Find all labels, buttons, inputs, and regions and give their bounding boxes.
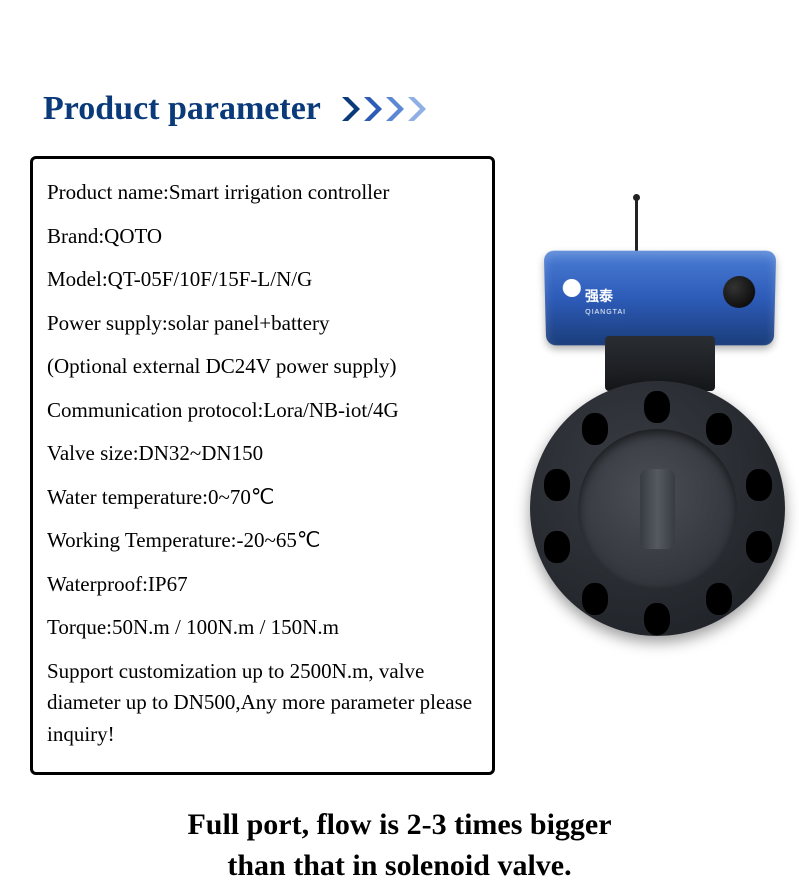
bolt-hole xyxy=(746,531,772,563)
param-power-optional: (Optional external DC24V power supply) xyxy=(47,351,478,383)
param-communication: Communication protocol:Lora/NB-iot/4G xyxy=(47,395,478,427)
chevron-icon xyxy=(361,95,383,123)
bolt-hole xyxy=(582,583,608,615)
header: Product parameter xyxy=(0,0,799,148)
bolt-hole xyxy=(706,413,732,445)
footer: Full port, flow is 2-3 times bigger than… xyxy=(0,775,799,886)
chevron-icon xyxy=(405,95,427,123)
bolt-hole xyxy=(544,469,570,501)
bolt-hole xyxy=(746,469,772,501)
brand-logo-icon xyxy=(563,279,581,297)
product-image: 强泰 QIANGTAI xyxy=(515,196,785,666)
actuator-body: 强泰 QIANGTAI xyxy=(544,251,776,346)
param-power-supply: Power supply:solar panel+battery xyxy=(47,308,478,340)
content-area: Product name:Smart irrigation controller… xyxy=(0,148,799,775)
param-customization: Support customization up to 2500N.m, val… xyxy=(47,656,478,751)
parameter-box: Product name:Smart irrigation controller… xyxy=(30,156,495,775)
bolt-hole xyxy=(544,531,570,563)
chevron-decoration xyxy=(339,95,427,123)
param-working-temp: Working Temperature:-20~65℃ xyxy=(47,525,478,557)
page-title: Product parameter xyxy=(43,90,321,128)
param-product-name: Product name:Smart irrigation controller xyxy=(47,177,478,209)
param-waterproof: Waterproof:IP67 xyxy=(47,569,478,601)
valve-disc xyxy=(640,469,675,549)
param-model: Model:QT-05F/10F/15F-L/N/G xyxy=(47,264,478,296)
chevron-icon xyxy=(339,95,361,123)
param-brand: Brand:QOTO xyxy=(47,221,478,253)
bolt-hole xyxy=(644,603,670,635)
bolt-hole xyxy=(582,413,608,445)
antenna xyxy=(635,196,638,256)
footer-text: Full port, flow is 2-3 times bigger than… xyxy=(40,805,759,886)
valve-inner xyxy=(578,429,737,588)
bolt-hole xyxy=(644,391,670,423)
param-torque: Torque:50N.m / 100N.m / 150N.m xyxy=(47,612,478,644)
param-water-temp: Water temperature:0~70℃ xyxy=(47,482,478,514)
bolt-hole xyxy=(706,583,732,615)
param-valve-size: Valve size:DN32~DN150 xyxy=(47,438,478,470)
actuator-knob xyxy=(723,276,756,308)
brand-label: 强泰 QIANGTAI xyxy=(585,286,626,317)
valve-body xyxy=(530,381,785,636)
chevron-icon xyxy=(383,95,405,123)
